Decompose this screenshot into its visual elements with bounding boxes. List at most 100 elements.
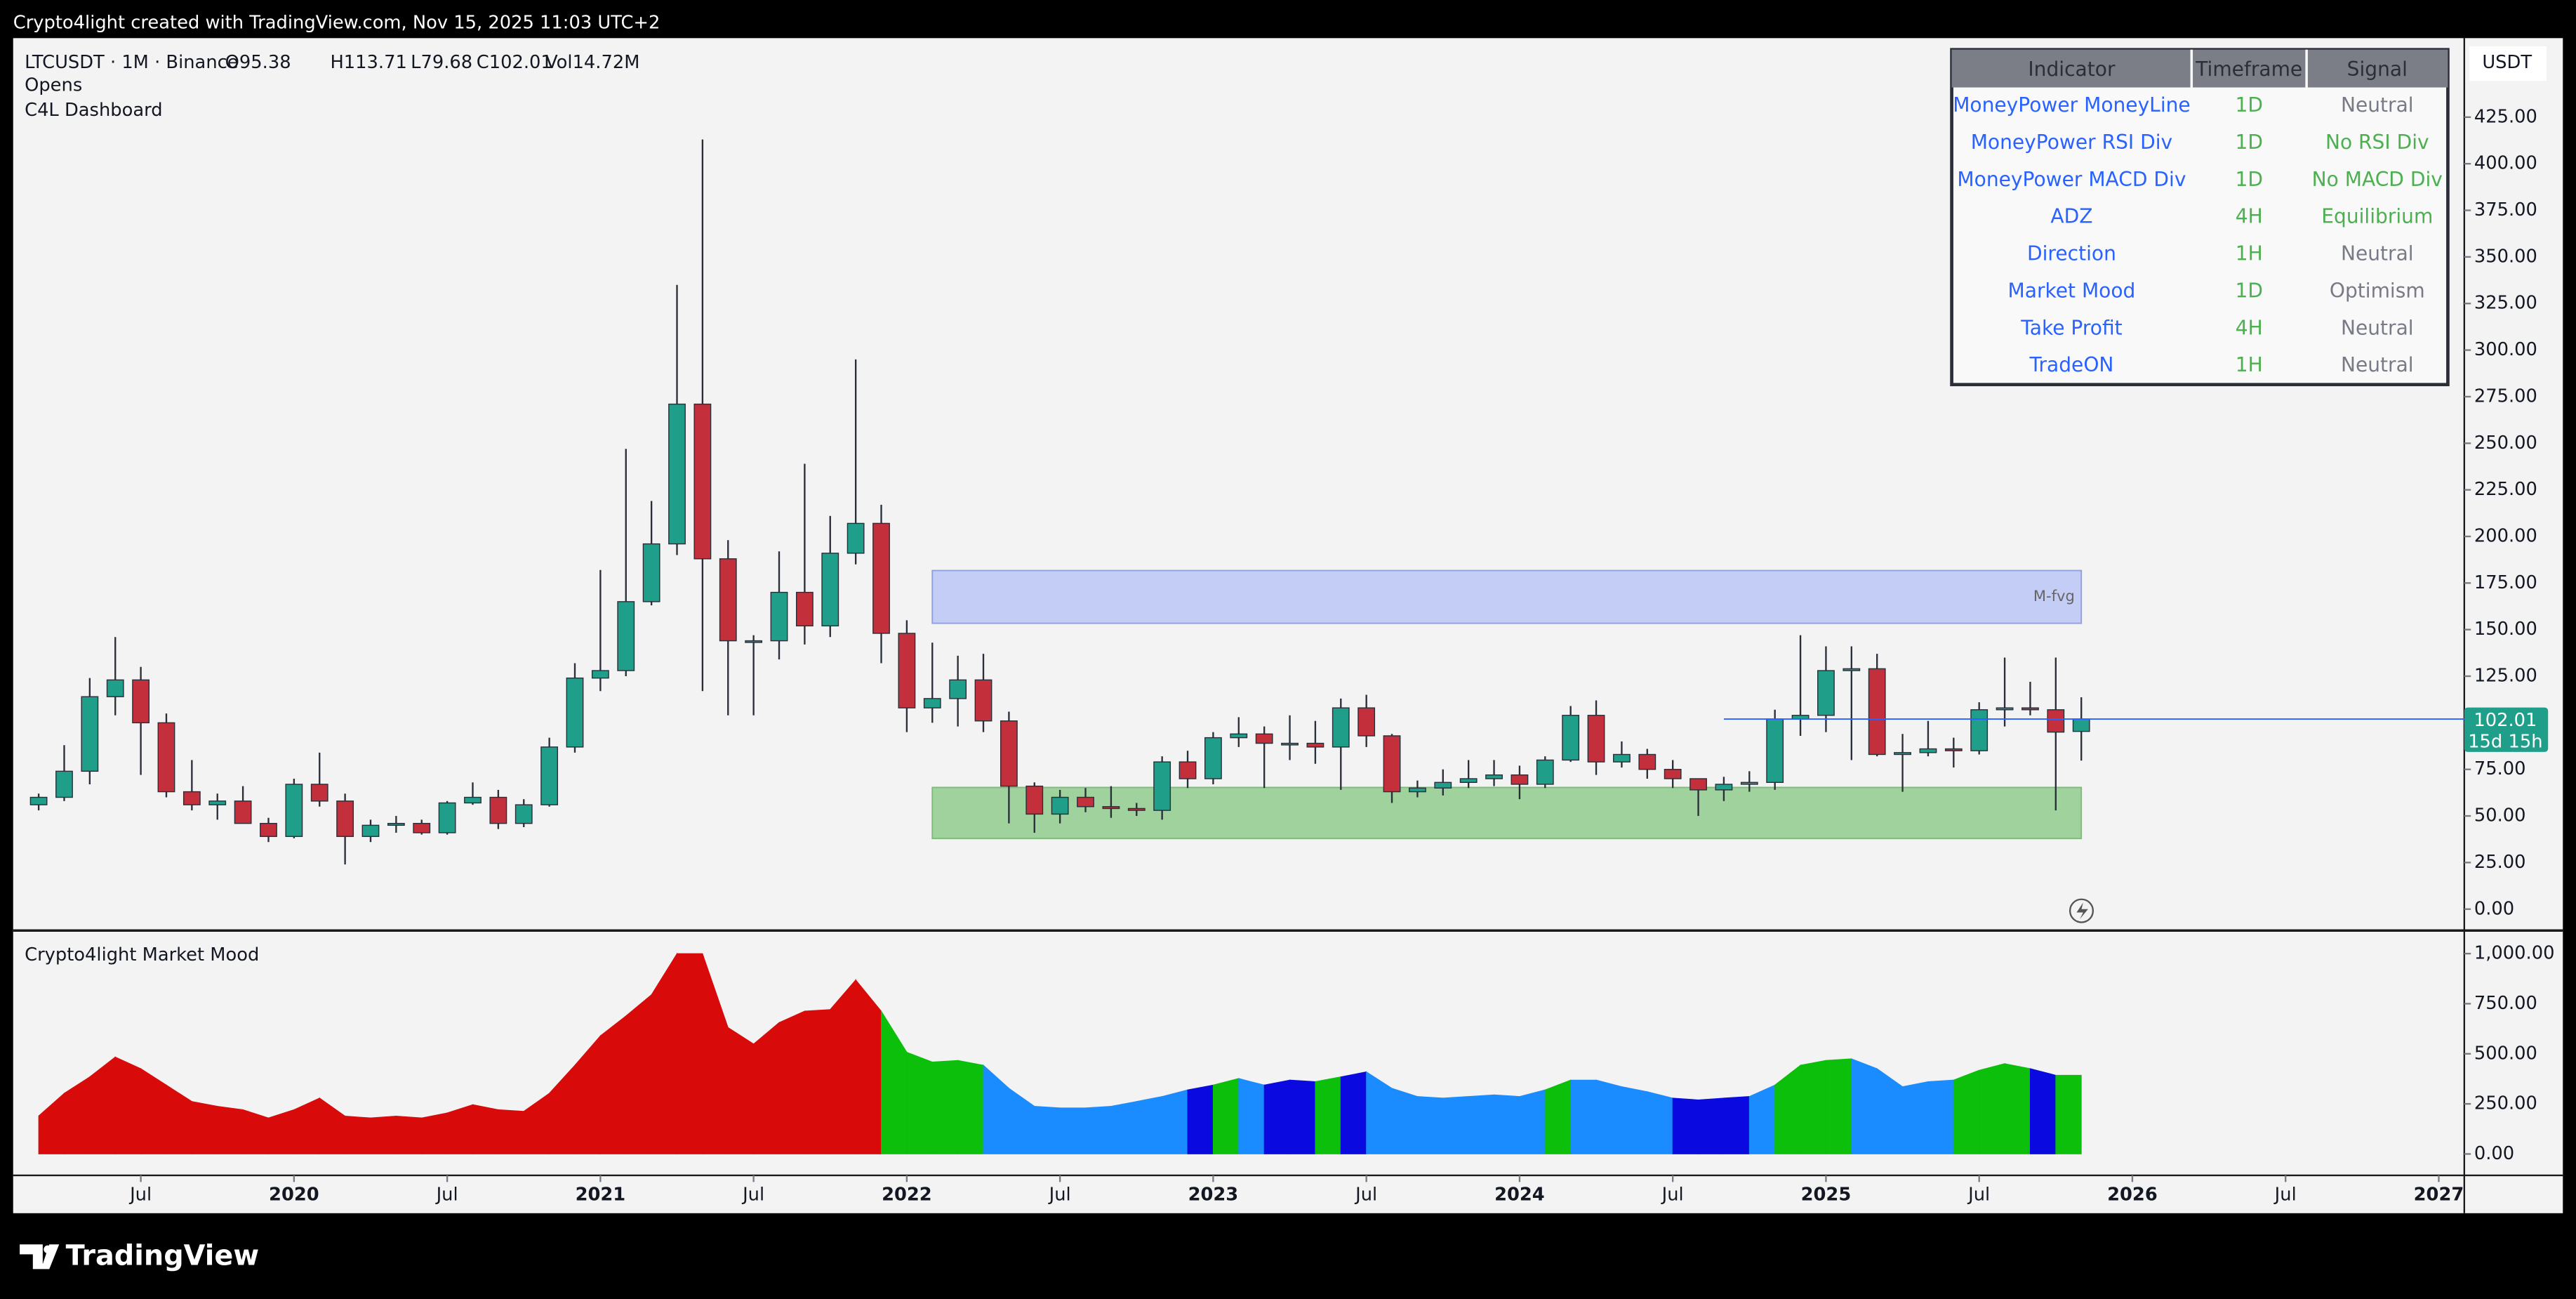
candle-body [336, 800, 354, 837]
candle-body [464, 796, 482, 804]
y-tick-label: 325.00 [2474, 293, 2537, 314]
candle-body [1587, 715, 1605, 763]
alert-bolt [2076, 902, 2088, 919]
x-tick-label: 2025 [1801, 1185, 1852, 1206]
y-tick-label: 75.00 [2474, 758, 2526, 779]
candle-body [1127, 807, 1146, 811]
mood-area [1315, 1076, 1341, 1154]
candle-body [1051, 796, 1069, 815]
x-tick-label: Jul [741, 1185, 764, 1206]
candle-body [182, 791, 201, 805]
dashboard-cell: No MACD Div [2312, 168, 2443, 191]
logo-dot [44, 1245, 52, 1253]
candle-body [1944, 748, 1963, 751]
candle-body [310, 784, 328, 802]
zone [931, 786, 2083, 840]
mood-area [268, 1109, 295, 1154]
mood-area [2029, 1068, 2057, 1154]
candle-body [1740, 782, 1758, 785]
y-tick-label: 350.00 [2474, 246, 2537, 267]
dashboard-cell: 1H [2236, 242, 2263, 265]
dashboard-cell: ADZ [2050, 205, 2092, 228]
y-tick-label: 175.00 [2474, 572, 2537, 593]
candle-body [1000, 720, 1018, 787]
candle-body [1153, 761, 1171, 811]
candle-body [1511, 774, 1529, 785]
mood-area [1595, 1079, 1622, 1154]
x-tick-label: 2022 [882, 1185, 932, 1206]
mood-area [1748, 1084, 1776, 1154]
candle-body [847, 522, 865, 554]
y-tick-label: 225.00 [2474, 479, 2537, 500]
dashboard-cell: Neutral [2341, 316, 2414, 339]
y-tick-label: 300.00 [2474, 339, 2537, 360]
candle-body [1306, 742, 1324, 748]
mood-area [1519, 1089, 1546, 1154]
candle-body [719, 558, 737, 642]
mood-area [114, 1056, 142, 1154]
candle-body [2021, 707, 2039, 711]
y-tick-label: 275.00 [2474, 385, 2537, 407]
candle-body [949, 679, 967, 699]
x-tick-label: 2024 [1494, 1185, 1545, 1206]
mood-area [1698, 1097, 1725, 1154]
mood-area [1544, 1079, 1572, 1154]
candle-body [872, 522, 890, 634]
candle-body [2047, 709, 2065, 733]
candle-body [591, 670, 609, 679]
candle-body [208, 800, 227, 805]
candle-body [1638, 753, 1657, 770]
candle-body [1536, 759, 1554, 785]
candle-body [1281, 742, 1299, 746]
mood-area [1212, 1078, 1240, 1154]
x-tick-label: Jul [2273, 1185, 2297, 1206]
candle-body [1434, 782, 1452, 789]
mood-area [1825, 1058, 1852, 1154]
mood-area [1238, 1078, 1265, 1154]
mood-area [1570, 1079, 1597, 1154]
zone-label: M-fvg [2033, 587, 2075, 605]
dashboard-header-bg [1951, 49, 2448, 88]
x-tick-label: Jul [1661, 1185, 1684, 1206]
mood-area [778, 1010, 805, 1154]
mood-area [446, 1104, 473, 1154]
candle-body [668, 403, 686, 545]
candle-body [898, 633, 916, 708]
candle-body [1996, 707, 2014, 711]
alert-icon[interactable] [2069, 898, 2094, 923]
candle-body [1894, 752, 1911, 756]
ohlc-value: H113.71 [330, 52, 406, 73]
mood-area [1263, 1079, 1291, 1154]
dashboard-cell: Equilibrium [2321, 205, 2433, 228]
candle-body [106, 679, 124, 697]
candle-body [1562, 715, 1580, 761]
candle-body [2072, 718, 2090, 732]
mood-area [855, 979, 882, 1154]
mood-area [1723, 1096, 1750, 1154]
mood-area [191, 1101, 218, 1154]
candle-body [132, 679, 150, 724]
candle-body [1102, 806, 1120, 810]
indicator-name: Opens [25, 75, 82, 96]
candle-body [29, 796, 48, 805]
mood-area [753, 1022, 780, 1154]
dashboard-cell: TradeON [2029, 353, 2113, 376]
mood-area [1979, 1063, 2005, 1154]
mood-area [1902, 1081, 1929, 1154]
mood-area [1340, 1071, 1367, 1154]
candle-body [1766, 718, 1784, 783]
mood-area [804, 1009, 831, 1154]
candle-body [745, 640, 763, 643]
y-tick-label: 400.00 [2474, 153, 2537, 174]
mood-area [1162, 1089, 1188, 1154]
dashboard-bg [1950, 48, 2450, 387]
mood-area [906, 1051, 933, 1154]
dashboard-cell: 1D [2235, 131, 2263, 154]
candle-body [1817, 670, 1835, 716]
mood-area [1927, 1079, 1954, 1154]
logo-text: TradingView [66, 1240, 259, 1272]
zone [931, 569, 2083, 624]
mood-area [1800, 1060, 1826, 1154]
dashboard-header: Indicator [2028, 58, 2116, 81]
indicator-name: C4L Dashboard [25, 100, 162, 121]
